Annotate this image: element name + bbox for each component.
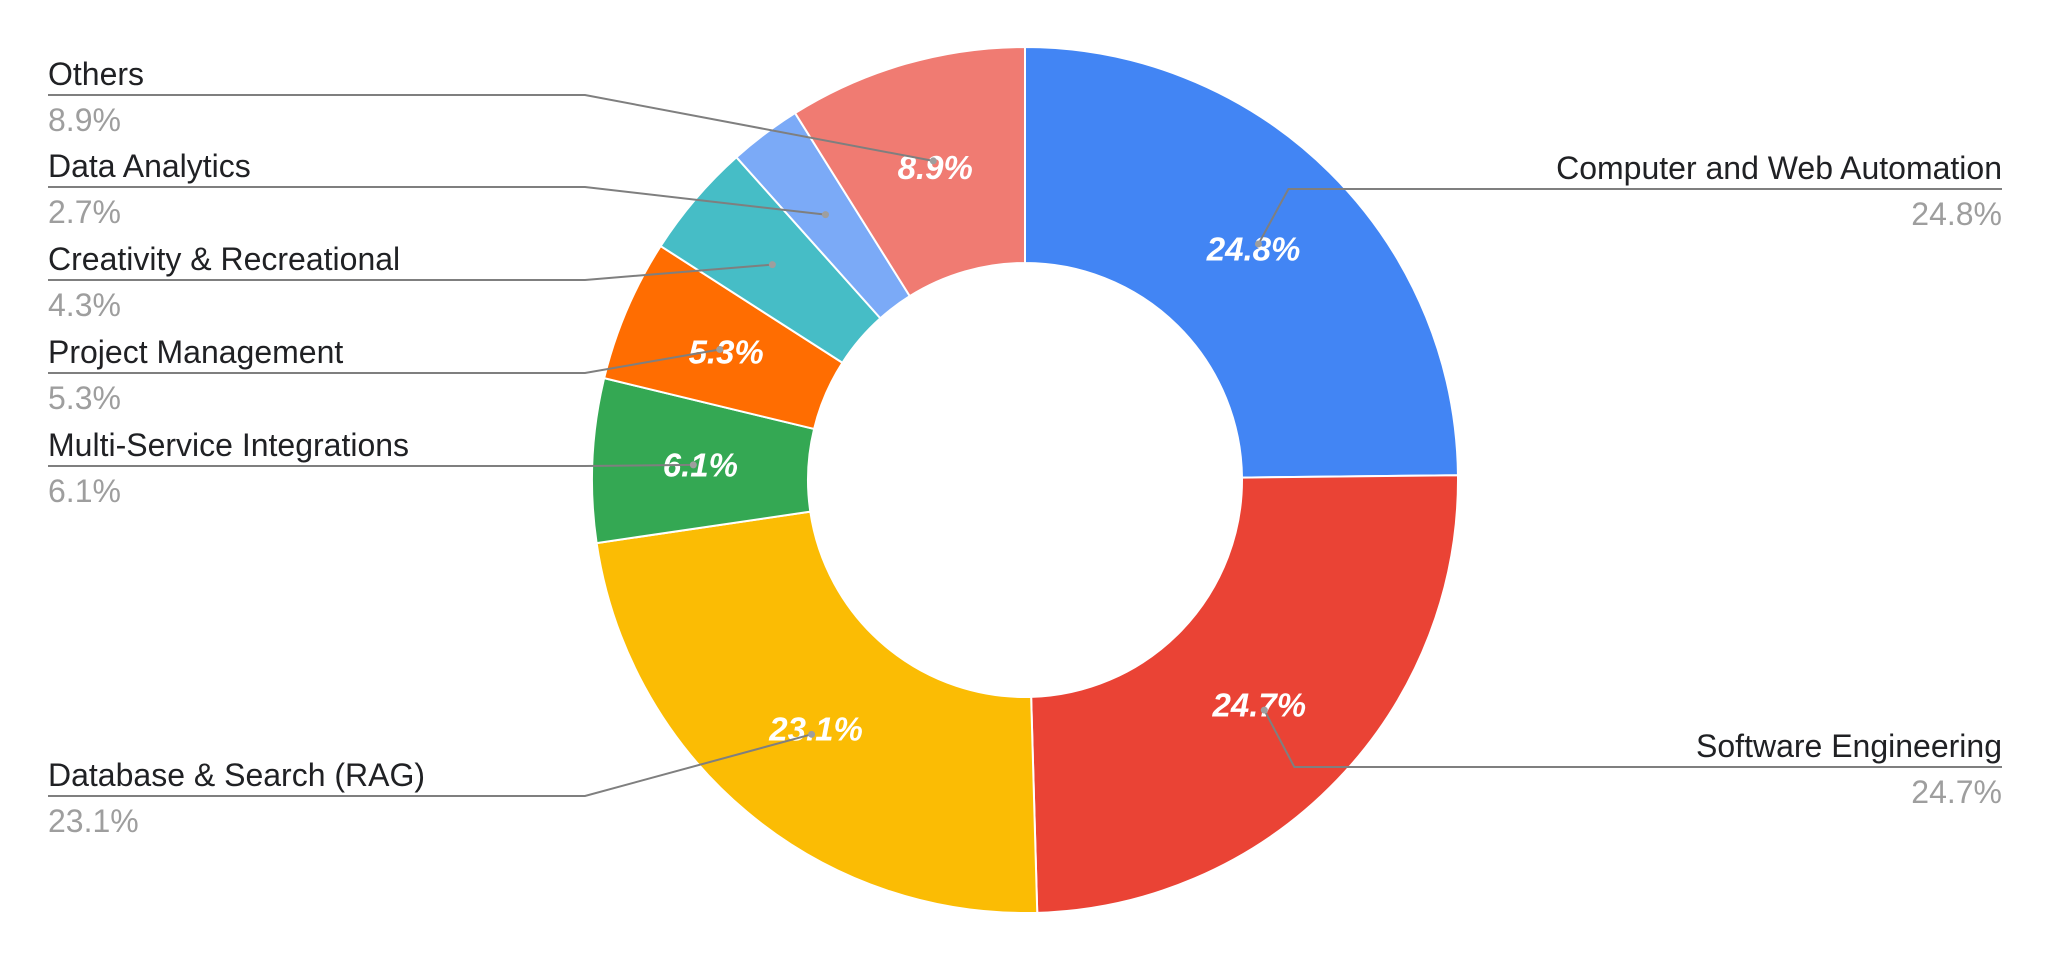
leader-dot-data-analytics (821, 211, 829, 219)
leader-line-multi-service-integrations (48, 463, 694, 467)
outside-label-database-search-rag: Database & Search (RAG) (48, 757, 425, 793)
slice-database-search-rag[interactable] (595, 510, 1039, 914)
outside-labels-group: Computer and Web Automation 24.8% Software… (48, 56, 2002, 839)
leader-dot-others (929, 157, 937, 165)
outside-label-creativity-recreational: Creativity & Recreational (48, 241, 400, 277)
leader-line-software-engineering (1263, 709, 2002, 768)
slice-computer-and-web-automation[interactable] (1024, 45, 1459, 479)
slice-label-computer-and-web-automation: 24.8% (1206, 230, 1301, 267)
outside-label-computer-and-web-automation: Computer and Web Automation (1556, 150, 2002, 186)
outside-label-multi-service-integrations: Multi-Service Integrations (48, 427, 409, 463)
outside-value-project-management: 5.3% (48, 380, 121, 416)
outside-value-data-analytics: 2.7% (48, 194, 121, 230)
outside-value-others: 8.9% (48, 102, 121, 138)
leader-dot-database-search-rag (808, 730, 816, 738)
leader-dot-creativity-recreational (768, 261, 776, 269)
outside-label-data-analytics: Data Analytics (48, 148, 251, 184)
outside-value-database-search-rag: 23.1% (48, 803, 139, 839)
outside-label-project-management: Project Management (48, 334, 343, 370)
leader-dot-computer-and-web-automation (1254, 240, 1262, 248)
outside-value-software-engineering: 24.7% (1911, 774, 2002, 810)
outside-value-creativity-recreational: 4.3% (48, 287, 121, 323)
slice-label-software-engineering: 24.7% (1211, 687, 1306, 724)
leader-line-computer-and-web-automation (1257, 188, 2002, 245)
slice-label-others: 8.9% (898, 149, 973, 186)
inside-labels-group: 24.8%24.7%23.1%6.1%5.3%8.9% (663, 149, 1306, 747)
leader-line-creativity-recreational (48, 263, 773, 281)
slices-group (591, 45, 1459, 914)
outside-value-multi-service-integrations: 6.1% (48, 473, 121, 509)
leader-line-project-management (48, 348, 720, 374)
leader-dot-project-management (716, 345, 724, 353)
outside-label-others: Others (48, 56, 144, 92)
slice-software-engineering[interactable] (1030, 474, 1459, 914)
leader-dot-software-engineering (1260, 706, 1268, 714)
leader-lines-group (48, 94, 2002, 797)
slice-others[interactable] (793, 45, 1026, 298)
leader-line-database-search-rag (48, 733, 812, 797)
outside-label-software-engineering: Software Engineering (1696, 728, 2002, 764)
leader-line-others (48, 94, 934, 162)
leader-dot-multi-service-integrations (689, 461, 697, 469)
leader-line-data-analytics (48, 186, 826, 216)
outside-value-computer-and-web-automation: 24.8% (1911, 196, 2002, 232)
